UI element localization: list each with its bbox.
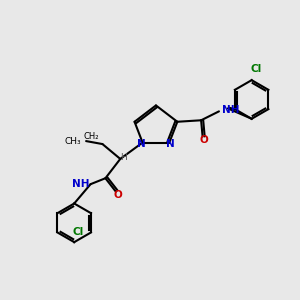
Text: N: N: [167, 139, 175, 149]
Text: O: O: [200, 135, 208, 145]
Text: Cl: Cl: [72, 227, 83, 238]
Text: CH₃: CH₃: [64, 136, 81, 146]
Text: NH: NH: [222, 105, 239, 115]
Text: Cl: Cl: [250, 64, 262, 74]
Text: H: H: [121, 153, 127, 162]
Text: O: O: [114, 190, 123, 200]
Text: NH: NH: [72, 179, 89, 189]
Text: CH₂: CH₂: [84, 132, 100, 141]
Text: N: N: [137, 139, 146, 149]
